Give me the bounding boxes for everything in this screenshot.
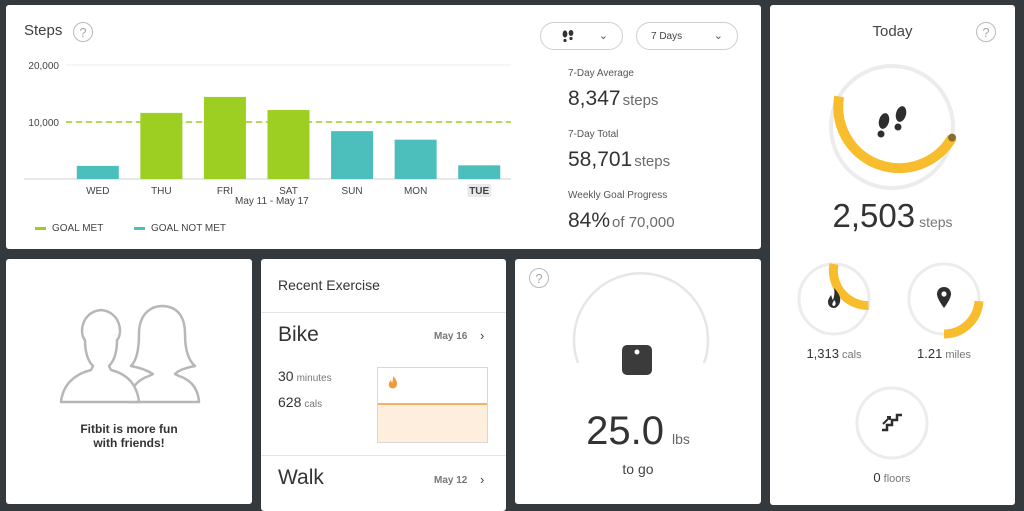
exercise-minutes: 30 minutes (278, 368, 332, 384)
x-tick-label: WED (86, 186, 109, 197)
weight-caption: to go (622, 461, 654, 477)
x-tick-label: SAT (279, 186, 298, 197)
weight-help-icon[interactable]: ? (529, 268, 549, 288)
bar-thu (140, 112, 183, 179)
chevron-down-icon: ⌄ (598, 30, 608, 42)
exercise-heart-rate-graph (377, 367, 488, 443)
legend-goal-not-met: GOAL NOT MET (134, 223, 226, 234)
weight-value: 25.0 lbs (586, 409, 690, 453)
stat-label-goal-progress: Weekly Goal Progress (568, 190, 668, 201)
bar-sat (267, 110, 310, 179)
footprints-icon (562, 30, 574, 43)
x-tick-label: THU (151, 186, 172, 197)
divider (261, 312, 506, 313)
scale-icon (622, 345, 652, 375)
flame-icon (388, 376, 397, 389)
stat-value-goal-progress: 84% of 70,000 (568, 209, 675, 232)
exercise-date: May 12 (434, 475, 468, 486)
legend-label: GOAL MET (52, 223, 104, 234)
bar-mon (394, 139, 437, 179)
steps-progress-ring (829, 64, 957, 190)
steps-title: Steps (24, 22, 63, 39)
range-dropdown-label: 7 Days (651, 31, 683, 42)
exercise-calories: 628 cals (278, 394, 323, 410)
calories-value: 1,313 cals (806, 346, 862, 361)
date-range-label: May 11 - May 17 (235, 196, 309, 207)
stairs-icon (882, 413, 902, 432)
steps-bar-chart: 20,000 10,000 WED THU FRI SAT SUN MON TUE (24, 61, 511, 197)
weight-gauge (572, 271, 710, 364)
x-tick-label: SUN (342, 186, 363, 197)
friends-card[interactable]: Fitbit is more fun with friends! (6, 259, 252, 504)
footprints-icon (877, 106, 907, 138)
bar-wed (76, 165, 119, 179)
bar-tue (458, 165, 501, 179)
stat-label-total: 7-Day Total (568, 129, 619, 140)
distance-value: 1.21 miles (917, 346, 971, 361)
x-tick-label: TUE (469, 186, 489, 197)
chevron-right-icon: › (480, 472, 485, 487)
x-tick-label: MON (404, 186, 427, 197)
activity-dropdown[interactable]: ⌄ (540, 22, 623, 50)
recent-exercise-title: Recent Exercise (278, 277, 380, 293)
legend-label: GOAL NOT MET (151, 223, 227, 234)
steps-help-icon[interactable]: ? (73, 22, 93, 42)
today-card: Today ? 2,503 steps (770, 5, 1015, 505)
stat-value-average: 8,347 steps (568, 87, 659, 110)
bar-sun (331, 131, 374, 179)
bar-fri (203, 96, 246, 179)
chevron-right-icon: › (480, 328, 485, 343)
recent-exercise-card: Recent Exercise Bike May 16 › 30 minutes … (261, 259, 506, 511)
today-steps-value: 2,503 steps (832, 197, 953, 234)
legend-goal-met: GOAL MET (35, 223, 103, 234)
range-dropdown[interactable]: 7 Days ⌄ (636, 22, 738, 50)
today-help-icon[interactable]: ? (976, 22, 996, 42)
floors-value: 0 floors (873, 470, 911, 485)
chevron-down-icon: ⌄ (713, 30, 723, 42)
friends-text-line2: with friends! (93, 436, 165, 450)
legend-swatch-not-met (134, 227, 145, 230)
legend-swatch-met (35, 227, 46, 230)
stat-value-total: 58,701 steps (568, 148, 671, 171)
exercise-date: May 16 (434, 331, 468, 342)
weight-card[interactable]: ? 25.0 lbs to go (515, 259, 761, 504)
graph-fill (378, 404, 487, 442)
friends-icon (59, 304, 201, 404)
divider (261, 455, 506, 456)
location-pin-icon (937, 287, 951, 308)
steps-ring-arc (833, 95, 957, 174)
y-tick-label: 10,000 (28, 118, 59, 129)
current-day-highlight (467, 184, 492, 197)
flame-icon (828, 288, 841, 308)
y-tick-label: 20,000 (28, 61, 59, 72)
friends-text-line1: Fitbit is more fun (80, 422, 178, 436)
today-title: Today (872, 23, 913, 40)
x-tick-label: FRI (217, 186, 233, 197)
exercise-name: Bike (278, 323, 319, 346)
stat-label-average: 7-Day Average (568, 68, 634, 79)
steps-ring-end-dot (948, 133, 957, 142)
steps-card: Steps ? ⌄ 7 Days ⌄ 20,000 10,000 WED THU FRI… (6, 5, 761, 249)
exercise-name: Walk (278, 466, 324, 489)
